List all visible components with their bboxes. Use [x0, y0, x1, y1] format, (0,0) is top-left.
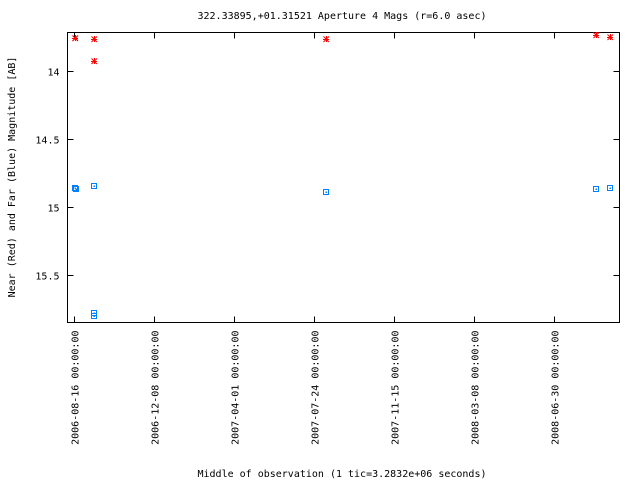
x-axis-label: Middle of observation (1 tic=3.2832e+06 …: [198, 469, 487, 480]
red-star-point: [323, 36, 330, 43]
y-tick-label: 14.5: [35, 136, 59, 147]
y-axis: 14 14.5 15 15.5: [35, 68, 620, 283]
chart-title: 322.33895,+01.31521 Aperture 4 Mags (r=6…: [198, 11, 487, 22]
red-star-point: [91, 36, 98, 43]
blue-square-point: [593, 186, 599, 192]
x-tick-label: 2008-06-30 00:00:00: [551, 331, 562, 445]
x-tick-label: 2008-03-08 00:00:00: [471, 331, 482, 445]
x-tick-label: 2007-07-24 00:00:00: [311, 331, 322, 445]
red-star-point: [72, 35, 79, 42]
y-tick-label: 15.5: [35, 272, 59, 283]
y-tick-label: 15: [47, 204, 59, 215]
x-tick-label: 2007-04-01 00:00:00: [231, 331, 242, 445]
blue-square-point: [91, 183, 97, 189]
x-tick-label: 2006-12-08 00:00:00: [151, 331, 162, 445]
blue-square-point: [323, 189, 329, 195]
blue-square-point: [607, 185, 613, 191]
plot-frame: [67, 32, 620, 323]
red-star-point: [607, 34, 614, 41]
red-star-point: [91, 58, 98, 65]
y-tick-label: 14: [47, 68, 59, 79]
blue-square-point: [91, 313, 97, 319]
x-tick-label: 2007-11-15 00:00:00: [391, 331, 402, 445]
y-axis-label: Near (Red) and Far (Blue) Magnitude [AB]: [7, 57, 18, 298]
x-axis: 2006-08-16 00:00:00 2006-12-08 00:00:00 20…: [71, 32, 562, 445]
plot-area: [72, 32, 614, 319]
blue-square-point: [72, 185, 78, 191]
red-star-point: [593, 32, 600, 39]
x-tick-label: 2006-08-16 00:00:00: [71, 331, 82, 445]
blue-square-point: [73, 186, 79, 192]
